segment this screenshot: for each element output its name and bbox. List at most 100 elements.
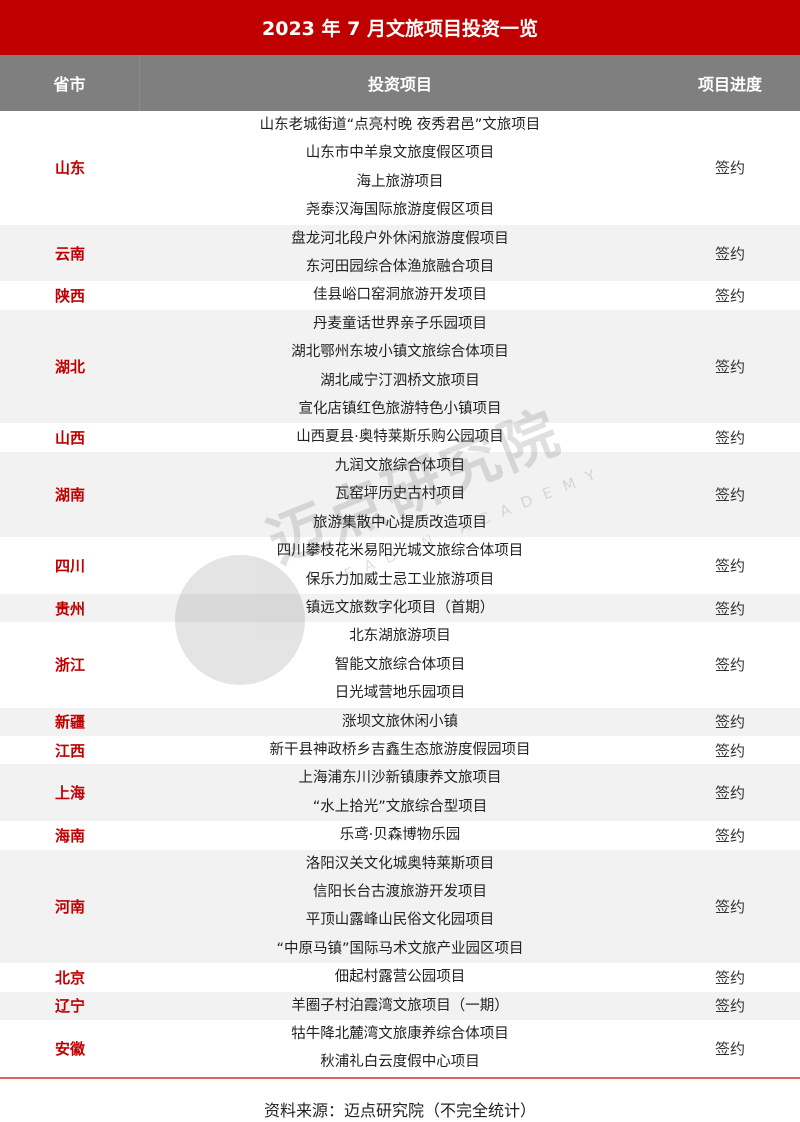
province-cell: 辽宁 <box>54 997 85 1016</box>
header-province: 省市 <box>0 55 140 111</box>
project-item: 旅游集散中心提质改造项目 <box>313 514 487 531</box>
project-item: 平顶山露峰山民俗文化园项目 <box>305 912 495 929</box>
province-cell: 云南 <box>54 244 85 263</box>
projects-cell: 四川攀枝花米易阳光城文旅综合体项目 保乐力加威士忌工业旅游项目 <box>140 537 660 594</box>
header-project: 投资项目 <box>367 75 432 94</box>
project-item: 山东老城街道“点亮村晚 夜秀君邑”文旅项目 <box>259 117 541 133</box>
divider <box>0 1076 800 1079</box>
project-item: 北东湖旅游项目 <box>349 628 451 645</box>
province-cell: 安徽 <box>54 1039 85 1058</box>
project-item: 瓦窑坪历史古村项目 <box>334 486 466 503</box>
progress-cell: 签约 <box>714 997 745 1016</box>
source-note: 资料来源：迈点研究院（不完全统计） <box>263 1100 536 1120</box>
project-item: 湖北鄂州东坡小镇文旅综合体项目 <box>291 344 509 361</box>
project-item: 镇远文旅数字化项目（首期） <box>305 599 495 616</box>
header-progress: 项目进度 <box>697 75 762 94</box>
table-row: 海南 乐鸢·贝森博物乐园 签约 <box>0 821 800 849</box>
project-item: 九润文旅综合体项目 <box>334 457 466 474</box>
project-item: 盘龙河北段户外休闲旅游度假项目 <box>291 230 509 247</box>
projects-cell: 镇远文旅数字化项目（首期） <box>140 594 660 622</box>
table-row: 陕西 佳县峪口窑洞旅游开发项目 签约 <box>0 281 800 309</box>
progress-cell: 签约 <box>714 429 745 448</box>
province-cell: 上海 <box>54 784 85 803</box>
province-cell: 湖南 <box>54 485 85 504</box>
projects-cell: 佃起村露营公园项目 <box>140 963 660 991</box>
table-body: 山东 山东老城街道“点亮村晚 夜秀君邑”文旅项目 山东市中羊泉文旅度假区项目 海上旅游… <box>0 111 800 1077</box>
province-cell: 湖北 <box>54 358 85 377</box>
project-item: 牯牛降北麓湾文旅康养综合体项目 <box>291 1026 509 1042</box>
table-row: 云南 盘龙河北段户外休闲旅游度假项目 东河田园综合体渔旅融合项目 签约 <box>0 224 800 282</box>
project-item: “中原马镇”国际马术文旅产业园区项目 <box>276 940 524 957</box>
table-row: 浙江 北东湖旅游项目 智能文旅综合体项目 日光域营地乐园项目 签约 <box>0 622 800 707</box>
progress-cell: 签约 <box>714 784 745 803</box>
progress-cell: 签约 <box>714 1039 745 1058</box>
projects-cell: 牯牛降北麓湾文旅康养综合体项目 秋浦礼白云度假中心项目 <box>140 1020 660 1077</box>
project-item: 丹麦童话世界亲子乐园项目 <box>313 315 487 332</box>
projects-cell: 丹麦童话世界亲子乐园项目湖北鄂州东坡小镇文旅综合体项目 湖北咸宁汀泗桥文旅项目宣化… <box>140 310 660 424</box>
table-row: 四川 四川攀枝花米易阳光城文旅综合体项目 保乐力加威士忌工业旅游项目 签约 <box>0 537 800 594</box>
progress-cell: 签约 <box>714 656 745 675</box>
progress-cell: 签约 <box>714 287 745 306</box>
table-row: 江西 新干县神政桥乡吉鑫生态旅游度假园项目 签约 <box>0 736 800 764</box>
project-item: 乐鸢·贝森博物乐园 <box>339 827 461 844</box>
projects-cell: 乐鸢·贝森博物乐园 <box>140 821 660 849</box>
projects-cell: 新干县神政桥乡吉鑫生态旅游度假园项目 <box>140 736 660 764</box>
table-row: 贵州 镇远文旅数字化项目（首期） 签约 <box>0 593 800 623</box>
progress-cell: 签约 <box>714 897 745 916</box>
table-header: 省市 投资项目 项目进度 <box>0 55 800 111</box>
province-cell: 山西 <box>54 429 85 448</box>
table-row: 辽宁 羊圈子村泊霞湾文旅项目（一期） 签约 <box>0 991 800 1020</box>
progress-cell: 签约 <box>714 741 745 760</box>
page-title: 2023 年 7 月文旅项目投资一览 <box>0 0 800 55</box>
province-cell: 北京 <box>54 968 85 987</box>
progress-cell: 签约 <box>714 826 745 845</box>
province-cell: 山东 <box>54 159 85 178</box>
project-item: 山东市中羊泉文旅度假区项目 <box>305 145 495 162</box>
table-row: 山东 山东老城街道“点亮村晚 夜秀君邑”文旅项目 山东市中羊泉文旅度假区项目 海上旅游… <box>0 111 800 225</box>
project-item: 羊圈子村泊霞湾文旅项目（一期） <box>291 997 509 1014</box>
projects-cell: 九润文旅综合体项目 瓦窑坪历史古村项目旅游集散中心提质改造项目 <box>140 452 660 537</box>
progress-cell: 签约 <box>714 244 745 263</box>
project-item: “水上拾光”文旅综合型项目 <box>312 798 488 815</box>
projects-cell: 涨坝文旅休闲小镇 <box>140 708 660 736</box>
progress-cell: 签约 <box>714 713 745 732</box>
progress-cell: 签约 <box>714 557 745 575</box>
project-item: 湖北咸宁汀泗桥文旅项目 <box>320 372 480 389</box>
projects-cell: 山西夏县·奥特莱斯乐购公园项目 <box>140 423 660 451</box>
province-cell: 浙江 <box>54 656 85 675</box>
project-item: 四川攀枝花米易阳光城文旅综合体项目 <box>276 543 524 560</box>
projects-cell: 上海浦东川沙新镇康养文旅项目 “水上拾光”文旅综合型项目 <box>140 764 660 821</box>
progress-cell: 签约 <box>714 968 745 987</box>
project-item: 秋浦礼白云度假中心项目 <box>320 1054 480 1071</box>
project-item: 海上旅游项目 <box>356 173 444 190</box>
project-item: 佳县峪口窑洞旅游开发项目 <box>313 287 487 304</box>
projects-cell: 佳县峪口窑洞旅游开发项目 <box>140 281 660 309</box>
projects-cell: 羊圈子村泊霞湾文旅项目（一期） <box>140 992 660 1020</box>
table-row: 湖北 丹麦童话世界亲子乐园项目湖北鄂州东坡小镇文旅综合体项目 湖北咸宁汀泗桥文旅项目… <box>0 309 800 424</box>
table-row: 新疆 涨坝文旅休闲小镇 签约 <box>0 707 800 736</box>
project-item: 日光域营地乐园项目 <box>334 685 466 702</box>
table-row: 湖南 九润文旅综合体项目 瓦窑坪历史古村项目旅游集散中心提质改造项目 签约 <box>0 451 800 538</box>
province-cell: 四川 <box>54 557 85 575</box>
project-item: 智能文旅综合体项目 <box>334 656 466 673</box>
province-cell: 新疆 <box>54 713 85 732</box>
province-cell: 贵州 <box>54 599 85 618</box>
projects-cell: 山东老城街道“点亮村晚 夜秀君邑”文旅项目 山东市中羊泉文旅度假区项目 海上旅游项目… <box>140 111 660 225</box>
project-item: 东河田园综合体渔旅融合项目 <box>305 259 495 276</box>
progress-cell: 签约 <box>714 159 745 178</box>
project-item: 山西夏县·奥特莱斯乐购公园项目 <box>296 429 504 446</box>
project-item: 洛阳汉关文化城奥特莱斯项目 <box>305 855 495 872</box>
table-row: 上海 上海浦东川沙新镇康养文旅项目 “水上拾光”文旅综合型项目 签约 <box>0 764 800 822</box>
projects-cell: 洛阳汉关文化城奥特莱斯项目 信阳长台古渡旅游开发项目 平顶山露峰山民俗文化园项目 “中… <box>140 850 660 964</box>
province-cell: 河南 <box>54 897 85 916</box>
project-item: 尧泰汉海国际旅游度假区项目 <box>305 202 495 219</box>
province-cell: 江西 <box>54 741 85 760</box>
progress-cell: 签约 <box>714 485 745 504</box>
project-item: 保乐力加威士忌工业旅游项目 <box>305 571 495 588</box>
progress-cell: 签约 <box>714 358 745 377</box>
project-item: 佃起村露营公园项目 <box>334 969 466 986</box>
project-item: 新干县神政桥乡吉鑫生态旅游度假园项目 <box>269 741 531 758</box>
province-cell: 陕西 <box>54 287 85 306</box>
table-row: 山西 山西夏县·奥特莱斯乐购公园项目 签约 <box>0 423 800 451</box>
project-item: 宣化店镇红色旅游特色小镇项目 <box>298 401 502 418</box>
